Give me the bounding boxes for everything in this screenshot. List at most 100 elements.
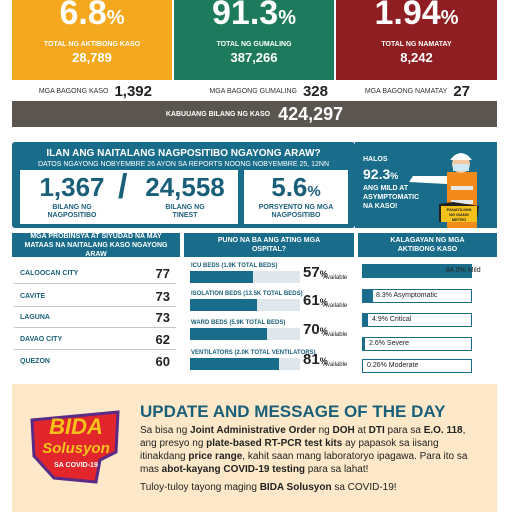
update-bold: Joint Administrative Order [190, 425, 316, 436]
recovered-label: TOTAL NG GUMALING [216, 41, 292, 48]
bed-percent-value: 81 [303, 351, 320, 368]
available-label: Available [323, 303, 348, 309]
positive-count: 1,367 [39, 172, 105, 202]
testing-title: ILAN ANG NAITALANG NAGPOSITIBO NGAYONG A… [46, 148, 321, 159]
positivity-rate-box: 5.6% PORSYENTO NG MGA NAGPOSITIBO [244, 170, 348, 224]
mild-asymptomatic-panel: HALOS 92.3% ANG MILD AT ASYMPTOMATIC NA … [355, 142, 497, 228]
active-cases-label: TOTAL NG AKTIBONG KASO [43, 41, 141, 48]
sign-line-3: METRO [451, 217, 467, 222]
status-row: 2.6% Severe [362, 337, 494, 351]
bed-track [190, 271, 300, 283]
bed-row: ICU BEDS (1.9K TOTAL BEDS) 57% Available [190, 263, 352, 288]
worker-illustration [409, 153, 479, 228]
update-bold: DOH [332, 425, 355, 436]
testing-subtitle: DATOS NGAYONG NOBYEMBRE 26 AYON SA REPOR… [37, 161, 330, 168]
status-text: 84.0% Mild [446, 267, 481, 274]
new-cases-label: MGA BAGONG KASO [38, 87, 109, 95]
bed-fill [190, 299, 258, 311]
provinces-header: MGA PROBINSYA AT SIYUDAD NA MAY MATAAS N… [12, 233, 180, 258]
positive-label: BILANG NG NAGPOSITIBO [26, 204, 118, 220]
status-fill [362, 313, 369, 327]
active-cases-unit: % [106, 7, 125, 29]
bed-percent: 70% [303, 321, 328, 338]
tested-count: 24,558 [145, 172, 225, 202]
bed-percent-value: 70 [303, 321, 320, 338]
testing-counts-box: 1,367 / 24,558 BILANG NG NAGPOSITIBO BIL… [20, 168, 238, 224]
sign-face [441, 206, 477, 222]
bida-logo: BIDA Solusyon SA COVID-19 [26, 408, 124, 488]
bed-row: WARD BEDS (5.9K TOTAL BEDS) 70% Availabl… [190, 320, 352, 345]
available-label: Available [323, 332, 348, 338]
province-row: QUEZON 60 [14, 351, 176, 371]
bed-label: ISOLATION BEDS (13.5K TOTAL BEDS) [191, 291, 303, 297]
update-bold: price range [188, 451, 243, 462]
update-bold: E.O. 118 [423, 425, 463, 436]
bed-row: ISOLATION BEDS (13.5K TOTAL BEDS) 61% Av… [190, 291, 352, 316]
new-deaths-row: MGA BAGONG NAMATAY 27 [336, 82, 470, 100]
bed-percent: 57% [303, 264, 328, 281]
bed-percent-value: 61 [303, 292, 320, 309]
footer-bold: BIDA Solusyon [259, 482, 332, 493]
positivity-label-line-2: NAGPOSITIBO [271, 212, 321, 219]
update-text: ng [315, 425, 333, 436]
halos-percent: 92.3% [363, 166, 398, 182]
footer-text: Tuloy-tuloy tayong maging [140, 482, 260, 493]
active-cases-percent: 6.8 [59, 0, 107, 32]
tested-label-line-2: TINEST [172, 212, 198, 219]
tested-label-line-1: BILANG NG [165, 204, 205, 211]
province-value: 60 [155, 353, 170, 369]
bed-label: WARD BEDS (5.9K TOTAL BEDS) [191, 320, 286, 326]
update-body: Sa bisa ng Joint Administrative Order ng… [140, 424, 480, 476]
update-panel: BIDA Solusyon SA COVID-19 UPDATE AND MES… [12, 384, 497, 512]
province-row: CALOOCAN CITY 77 [14, 264, 176, 284]
positive-label-line-1: BILANG NG [52, 204, 92, 211]
halos-percent-value: 92.3 [363, 166, 391, 182]
recovered-value: 387,266 [230, 50, 278, 65]
new-cases-value: 1,392 [114, 82, 152, 100]
status-row: 0.26% Moderate [362, 359, 494, 373]
face-mask-icon [453, 164, 469, 171]
update-text: para sa lahat! [305, 464, 369, 475]
halos-line-2: ANG MILD AT [363, 185, 409, 192]
halos-line-1: HALOS [363, 156, 388, 163]
update-text: ay papasok sa iisang itinakdang [140, 438, 439, 462]
hard-hat-icon [450, 153, 472, 160]
new-deaths-value: 27 [453, 82, 470, 100]
bida-logo-line-2: Solusyon [42, 440, 110, 457]
deaths-label: TOTAL NG NAMATAY [381, 41, 452, 48]
vest-stripe [451, 186, 473, 190]
province-name: CALOOCAN CITY [20, 270, 79, 277]
positivity-label-line-1: PORSYENTO NG MGA [258, 204, 334, 211]
deaths-value: 8,242 [400, 50, 433, 65]
province-value: 73 [155, 289, 170, 304]
sign-line-2: NG ISANG [449, 212, 469, 217]
update-title: UPDATE AND MESSAGE OF THE DAY [140, 402, 446, 421]
status-fill [362, 264, 472, 278]
update-text: para sa [384, 425, 424, 436]
positivity-rate: 5.6% [244, 172, 348, 203]
vest-stripe-2 [451, 200, 473, 204]
positivity-rate-value: 5.6 [271, 172, 308, 202]
bida-logo-line-3: SA COVID-19 [54, 462, 98, 469]
status-outline [362, 359, 472, 373]
bed-track [190, 328, 300, 340]
bed-fill [190, 271, 253, 283]
status-text: 8.3% Asymptomatic [376, 292, 438, 299]
testing-panel: ILAN ANG NAITALANG NAGPOSITIBO NGAYONG A… [12, 142, 355, 228]
total-cases-value: 424,297 [278, 103, 344, 124]
update-bold: plate-based RT-PCR test kits [206, 438, 343, 449]
update-footer: Tuloy-tuloy tayong maging BIDA Solusyon … [140, 482, 480, 493]
new-recovered-value: 328 [302, 82, 328, 100]
province-name: LAGUNA [20, 314, 50, 321]
halos-percent-unit: % [390, 171, 399, 181]
deaths-unit: % [440, 7, 459, 29]
province-value: 77 [155, 266, 170, 281]
total-cases-bar: KABUUANG BILANG NG KASO 424,297 [12, 101, 497, 127]
active-cases-card: 6.8% TOTAL NG AKTIBONG KASO 28,789 [12, 0, 172, 80]
update-bold: abot-kayang COVID-19 testing [161, 464, 306, 475]
bida-logo-line-1: BIDA [49, 414, 103, 439]
province-value: 73 [155, 310, 170, 325]
total-cases-label: KABUUANG BILANG NG KASO [165, 110, 271, 118]
bed-percent: 61% [303, 292, 328, 309]
status-text: 2.6% Severe [369, 340, 410, 347]
